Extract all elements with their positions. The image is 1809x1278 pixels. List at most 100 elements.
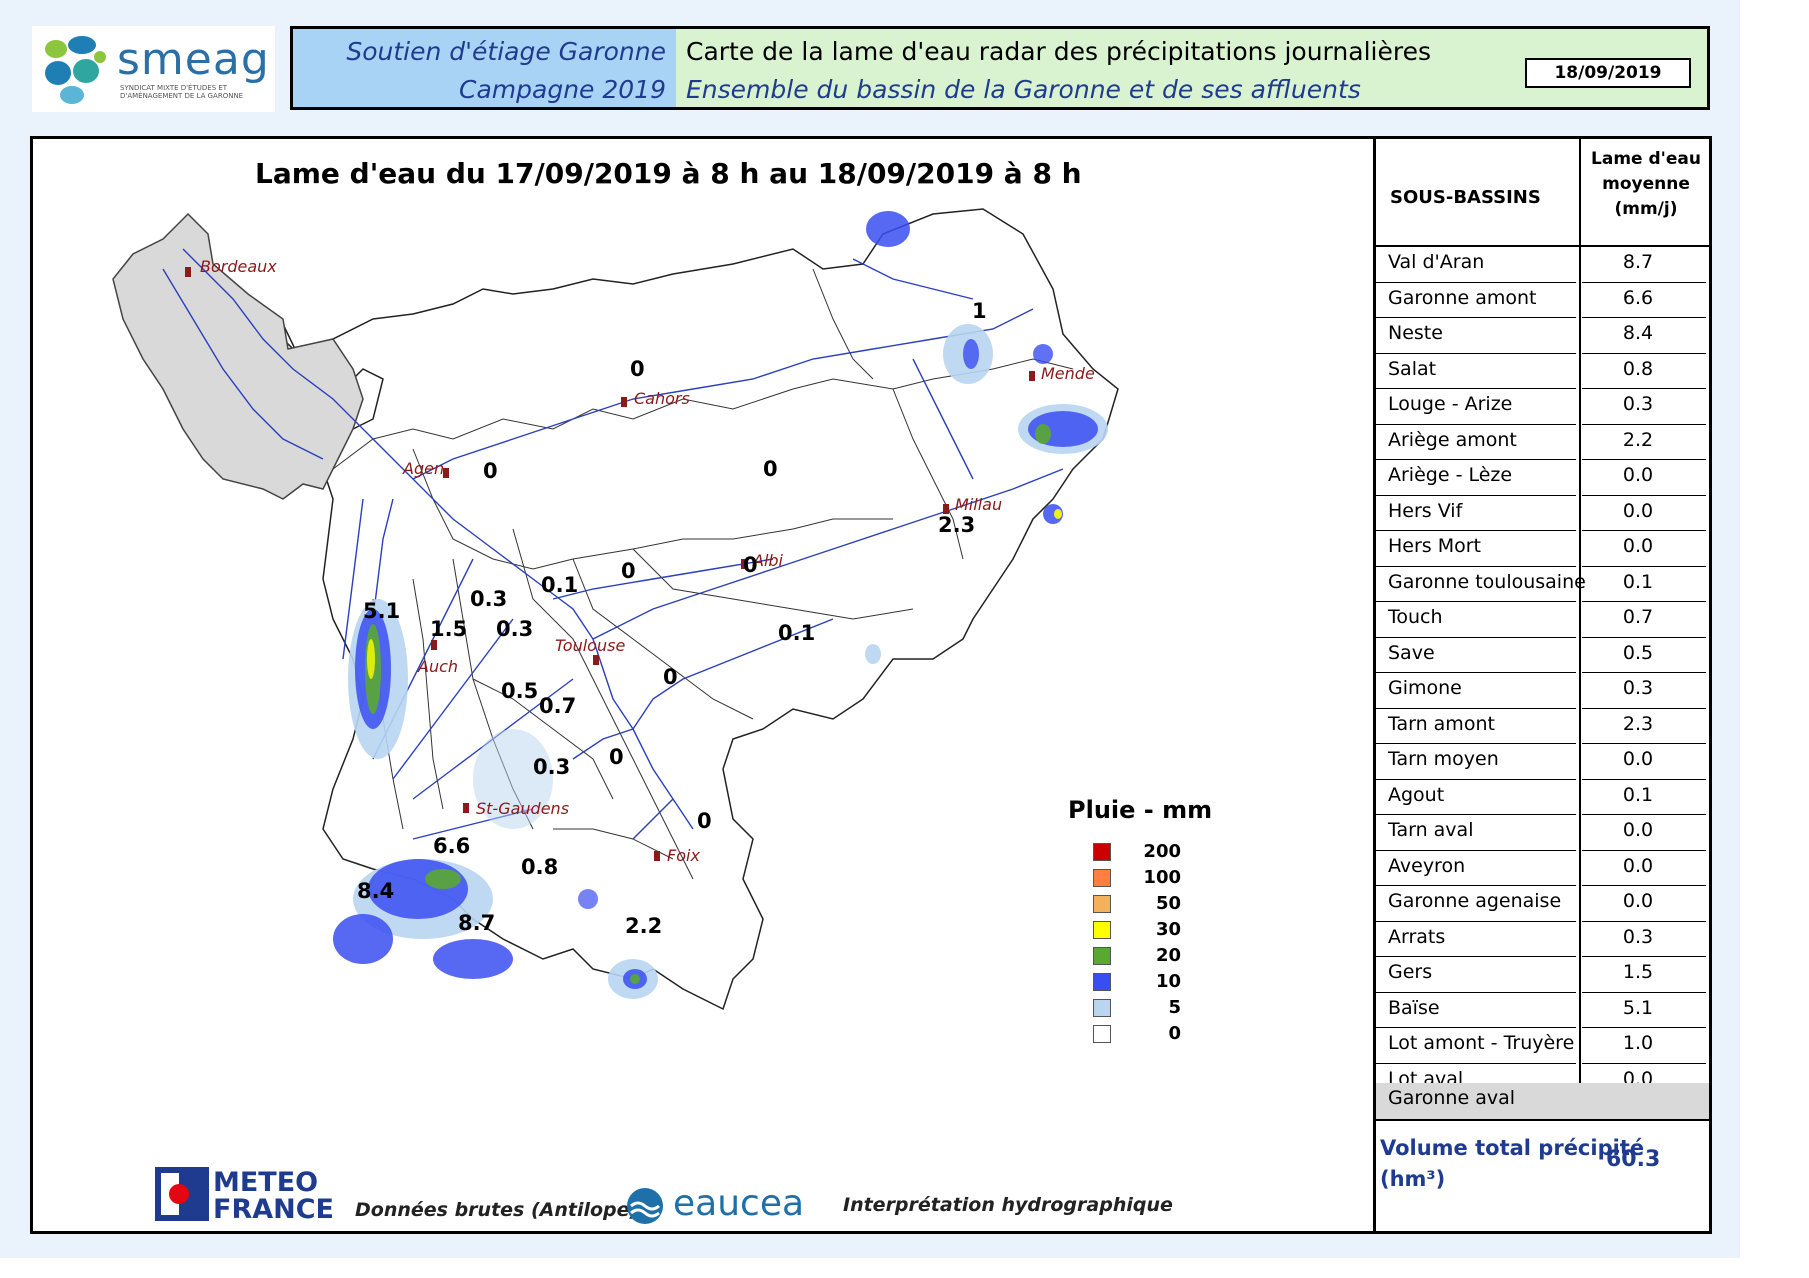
basin-value: 0 [630, 357, 645, 381]
row-name: Aveyron [1388, 854, 1466, 877]
basin-value: 1.5 [430, 617, 468, 641]
page-background: smeag Syndicat mixte d'études et d'aména… [0, 0, 1740, 1258]
city-label-toulouse: Toulouse [555, 636, 626, 655]
total-volume-label: Volume total précipité (hm³) [1380, 1136, 1645, 1191]
row-name: Tarn amont [1388, 712, 1495, 735]
city-label-st-gaudens: St-Gaudens [476, 799, 570, 818]
city-label-millau: Millau [955, 495, 1003, 514]
map-extent-subtitle: Ensemble du bassin de la Garonne et de s… [686, 75, 1361, 104]
row-value: 0.1 [1622, 570, 1654, 593]
row-name: Garonne agenaise [1388, 890, 1562, 912]
legend-swatch [1093, 869, 1111, 887]
city-label-auch: Auch [418, 657, 459, 676]
row-name: Gers [1388, 961, 1433, 983]
rain-patches [333, 211, 1108, 999]
map-title: Lame d'eau du 17/09/2019 à 8 h au 18/09/… [255, 157, 1082, 190]
table-row: Louge - Arize 0.3 [1376, 389, 1709, 425]
basin-value: 2.2 [625, 914, 663, 938]
basin-value: 0.1 [541, 573, 579, 597]
campaign-year: Campagne 2019 [459, 75, 666, 104]
row-value: 0.0 [1622, 535, 1654, 557]
row-name: Louge - Arize [1388, 393, 1513, 415]
france-text: FRANCE [213, 1194, 334, 1225]
table-header-lame: Lame d'eau moyenne (mm/j) [1591, 149, 1701, 219]
table-row: Tarn amont 2.3 [1376, 709, 1709, 744]
credit-interpretation: Interprétation hydrographique [843, 1194, 1173, 1216]
row-value: 0.5 [1622, 641, 1654, 664]
table-row: Tarn moyen 0.0 [1376, 744, 1709, 780]
legend-label: 5 [1168, 997, 1181, 1018]
basin-value: 0.8 [521, 855, 559, 879]
row-value: 0.0 [1622, 748, 1654, 770]
legend-label: 30 [1155, 919, 1181, 940]
row-name: Ariège - Lèze [1388, 464, 1513, 486]
row-value: 0.0 [1622, 854, 1654, 877]
eaucea-logo-text: eaucea [673, 1183, 805, 1224]
smeag-logo: smeag Syndicat mixte d'études et d'aména… [32, 26, 275, 112]
table-row: Arrats 0.3 [1376, 922, 1709, 957]
credit-raw-data: Données brutes (Antilope) [355, 1199, 639, 1221]
legend-label: 200 [1143, 841, 1181, 862]
smeag-logo-text: smeag [117, 34, 270, 85]
basin-value: 0.3 [533, 755, 571, 779]
row-value: 0.3 [1622, 677, 1654, 699]
row-value: 0.0 [1622, 819, 1654, 841]
city-markers [185, 267, 1035, 861]
table-row: Hers Mort 0.0 [1376, 531, 1709, 567]
row-name: Tarn aval [1388, 819, 1474, 841]
city-label-mende: Mende [1041, 364, 1095, 383]
basin-value: 0.3 [496, 617, 534, 641]
row-name: Touch [1388, 606, 1443, 628]
table-row: Garonne agenaise 0.0 [1376, 886, 1709, 922]
row-name: Tarn moyen [1388, 748, 1499, 770]
city-label-cahors: Cahors [634, 389, 690, 408]
basin-value: 0 [483, 459, 498, 483]
basin-value: 0 [763, 457, 778, 481]
legend-swatch [1093, 895, 1111, 913]
row-value: 0.7 [1622, 606, 1654, 628]
row-value: 2.3 [1622, 712, 1654, 735]
table-row-garonne-aval: Garonne aval [1376, 1083, 1709, 1119]
city-label-albi: Albi [753, 551, 783, 570]
volume-divider [1376, 1119, 1709, 1121]
subbasin-boundaries [332, 268, 1074, 880]
legend-swatch [1093, 921, 1111, 939]
meteo-france-logo-icon [155, 1167, 209, 1221]
smeag-logo-subtitle: Syndicat mixte d'études et d'aménagement… [120, 84, 244, 100]
legend-label: 100 [1143, 867, 1181, 888]
basin-value: 2.3 [938, 513, 976, 537]
table-header-subbasins: SOUS-BASSINS [1390, 187, 1541, 208]
legend-label: 0 [1168, 1023, 1181, 1044]
legend-swatch [1093, 843, 1111, 861]
row-name: Hers Vif [1388, 499, 1463, 522]
smeag-logo-icon [45, 36, 106, 104]
table-row: Aveyron 0.0 [1376, 851, 1709, 886]
row-name: Salat [1388, 357, 1437, 380]
legend-label: 50 [1155, 893, 1181, 914]
table-row: Lot amont - Truyère 1.0 [1376, 1028, 1709, 1064]
basin-value: 0.1 [778, 621, 816, 645]
table-row: Save 0.5 [1376, 638, 1709, 673]
table-row: Gers 1.5 [1376, 957, 1709, 993]
row-name: Ariège amont [1388, 428, 1517, 451]
table-row: Ariège - Lèze 0.0 [1376, 460, 1709, 496]
campaign-title: Soutien d'étiage Garonne [346, 37, 666, 66]
column-divider [1579, 247, 1581, 1119]
table-row: Gimone 0.3 [1376, 673, 1709, 709]
table-row: Tarn aval 0.0 [1376, 815, 1709, 851]
garonne-aval-area [112, 212, 364, 500]
legend-label: 20 [1155, 945, 1181, 966]
row-name: Arrats [1388, 925, 1446, 948]
row-name: Gimone [1388, 677, 1462, 699]
row-value: 0.1 [1622, 783, 1654, 806]
row-name: Garonne amont [1388, 286, 1537, 309]
row-name: Save [1388, 641, 1435, 664]
meteo-text: METEO [213, 1167, 319, 1198]
table-row: Ariège amont 2.2 [1376, 425, 1709, 460]
row-value: 0.0 [1622, 499, 1654, 522]
basin-value: 0.3 [470, 587, 508, 611]
row-value: 8.7 [1622, 251, 1654, 273]
row-value: 1.0 [1622, 1032, 1654, 1054]
row-name: Baïse [1388, 996, 1440, 1019]
eaucea-logo-icon [627, 1188, 663, 1224]
